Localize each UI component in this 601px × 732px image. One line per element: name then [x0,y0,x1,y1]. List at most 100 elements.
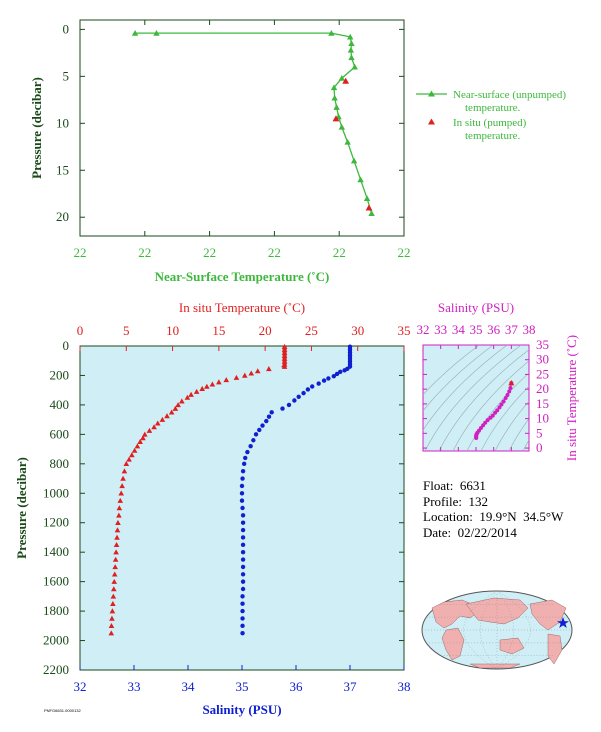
temperature-point [137,438,143,444]
salinity-point [257,427,262,433]
temperature-point [241,372,248,378]
salinity-point [240,579,246,584]
temperature-point [281,358,288,364]
pressure-tick-label: 200 [50,367,70,382]
float-info: Float: 6631 Profile: 132 Location: 19.9°… [423,478,563,540]
legend-marker-near-surface [428,90,435,97]
ns-point-near-surface [131,29,139,36]
temperature-point [110,586,117,592]
pressure-tick-label: 0 [63,338,70,353]
pressure-tick-label: 1600 [43,574,69,589]
ns-x-tick-label: 22 [398,245,411,260]
temperature-point [151,424,157,430]
near-surface-marks [131,29,375,217]
salinity-point [269,410,274,415]
temperature-point [113,542,120,548]
temp-tick-label: 10 [166,323,179,338]
legend-label-in-situ-line2: temperature. [465,130,521,142]
temperature-point [164,413,170,419]
pressure-tick-label: 400 [50,397,70,412]
temp-tick-label: 5 [123,323,130,338]
ts-salinity-tick-label: 38 [523,322,536,337]
ts-density-contour [508,418,529,451]
ts-density-contour [438,349,529,451]
temperature-point [281,355,288,361]
salinity-point [240,513,246,518]
temperature-point [126,456,132,462]
float-location-star-icon [557,617,569,628]
ts-salinity-tick-label: 32 [417,322,430,337]
salinity-point [248,443,253,449]
profile-chart: 0 5 10 15 20 25 30 35 32 33 34 35 36 37 38 0 200 400 600 80… [14,300,411,717]
temp-tick-label: 25 [305,323,318,338]
temperature-point [254,368,261,374]
ts-point [503,396,508,400]
salinity-point [240,564,246,570]
near-surface-ticks: 22 22 22 22 22 22 0 5 10 15 20 [56,20,411,260]
temperature-point [108,630,115,636]
ts-temp-tick-label: 10 [536,411,549,426]
profile-marks [108,343,353,636]
ts-density-contour [452,360,529,451]
salinity-point [240,594,245,599]
ts-temp-tick-label: 20 [536,381,549,396]
salinity-point [239,498,245,503]
salinity-point [240,527,246,533]
salinity-point [240,520,246,525]
profile-bottom-axis-label: Salinity (PSU) [202,702,281,717]
near-surface-y-axis-label: Pressure (decibar) [29,77,44,179]
ns-point-near-surface [357,176,364,183]
ns-point-near-surface [350,157,358,164]
near-surface-chart: 22 22 22 22 22 22 0 5 10 15 20 Near-Surface Temper… [29,19,569,284]
legend-label-near-surface-line2: temperature. [465,102,521,114]
salinity-point [280,406,285,411]
temperature-point [216,379,222,385]
location-value: 19.9°N 34.5°W [479,509,564,524]
temperature-point [248,370,255,376]
map-landmass-eurasia-west [431,599,479,629]
pressure-tick-label: 1000 [43,485,69,500]
ns-point-near-surface [348,40,355,47]
ns-x-tick-label: 22 [138,245,151,260]
temperature-point [184,394,191,400]
ns-point-near-surface [338,75,345,81]
temperature-point [131,447,138,453]
pressure-tick-label: 800 [50,456,70,471]
salinity-point [240,623,245,629]
salinity-point [240,476,245,481]
map-landmass-australia [499,637,525,655]
temperature-point [116,512,122,518]
pressure-tick-label: 2200 [43,662,69,677]
salinity-point [240,535,246,540]
salinity-tick-label: 37 [344,679,358,694]
ts-salinity-tick-label: 36 [487,322,501,337]
temperature-point [281,346,288,352]
ts-point [474,436,479,441]
pressure-tick-label: 600 [50,426,70,441]
temperature-point [281,349,288,355]
date-label: Date: [423,524,452,540]
profile-ticks: 0 5 10 15 20 25 30 35 32 33 34 35 36 37 38 0 200 400 600 80… [43,323,411,694]
near-surface-plot-frame [79,19,405,237]
temperature-point [281,363,288,369]
float-value: 6631 [459,478,486,493]
salinity-point [266,414,272,419]
temperature-point [188,391,194,397]
temp-tick-label: 0 [77,323,84,338]
salinity-point [240,572,246,577]
legend-label-near-surface: Near-surface (unpumped) temperature. [453,89,569,114]
salinity-tick-label: 35 [236,679,249,694]
temperature-point [120,475,126,481]
ts-density-contour [423,345,508,431]
salinity-point [240,586,246,592]
ts-point [501,399,506,404]
ts-temp-tick-label: 5 [536,425,543,440]
ns-point-near-surface [331,94,338,101]
salinity-point [326,376,331,381]
temperature-point [116,505,123,511]
salinity-point [301,390,306,396]
map-landmass-south-america [547,633,563,665]
ts-density-contour [494,400,529,451]
salinity-point [251,438,256,443]
